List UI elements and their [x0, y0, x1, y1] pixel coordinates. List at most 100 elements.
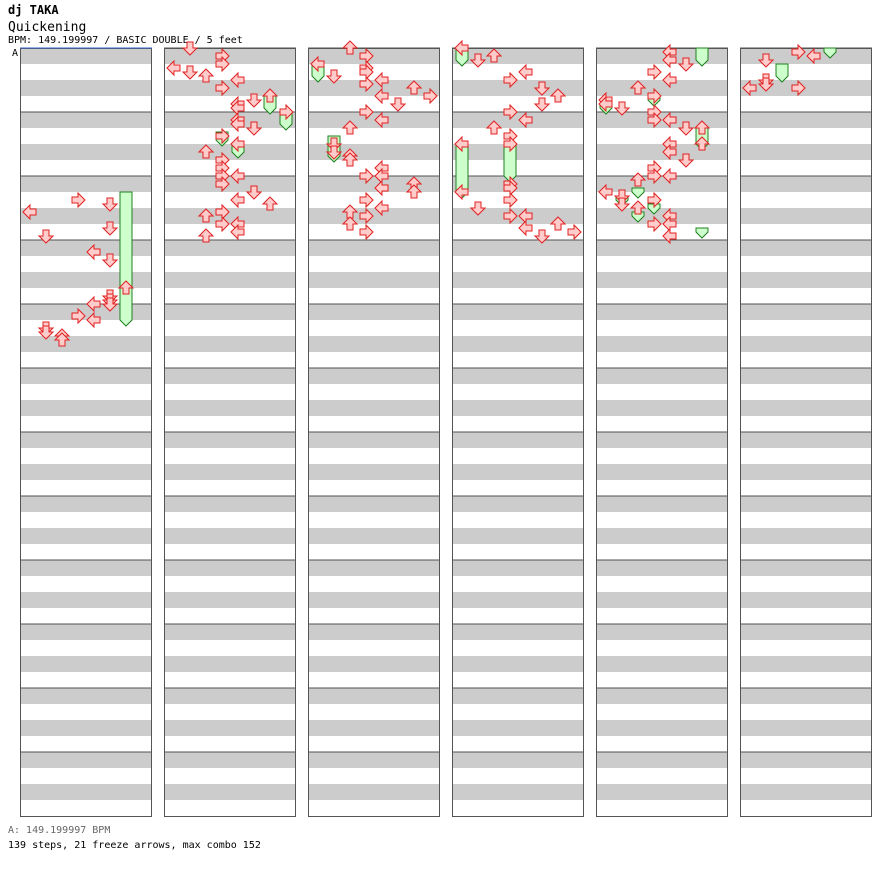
beat-stripe [308, 400, 440, 416]
step-arrow-left [230, 191, 245, 209]
beat-stripe [164, 592, 296, 608]
step-arrow-right [423, 87, 438, 105]
artist-name: dj TAKA [8, 3, 59, 17]
beat-stripe [308, 496, 440, 512]
beat-stripe [740, 784, 872, 800]
bpm-legend: A: 149.199997 BPM [8, 825, 111, 836]
beat-stripe [452, 240, 584, 256]
beat-stripe [308, 464, 440, 480]
beat-stripe [740, 528, 872, 544]
step-arrow-up [693, 136, 711, 151]
step-arrow-right [503, 191, 518, 209]
freeze-arrow [695, 47, 709, 67]
step-arrow-down [389, 97, 407, 112]
beat-stripe [164, 688, 296, 704]
beat-stripe [20, 496, 152, 512]
step-arrow-down [533, 81, 551, 96]
beat-stripe [20, 656, 152, 672]
step-arrow-up [629, 172, 647, 187]
step-arrow-left [230, 115, 245, 133]
step-arrow-up [405, 184, 423, 199]
step-arrow-down [469, 201, 487, 216]
beat-stripe [20, 624, 152, 640]
beat-stripe [740, 144, 872, 160]
beat-stripe [596, 304, 728, 320]
freeze-arrow [119, 191, 133, 327]
beat-stripe [596, 784, 728, 800]
beat-stripe [452, 272, 584, 288]
beat-stripe [20, 432, 152, 448]
beat-stripe [20, 464, 152, 480]
step-arrow-left [662, 111, 677, 129]
beat-stripe [308, 112, 440, 128]
beat-stripe [20, 368, 152, 384]
beat-stripe [596, 528, 728, 544]
beat-stripe [740, 112, 872, 128]
step-arrow-up [197, 144, 215, 159]
chart-column-frame [308, 48, 440, 817]
beat-stripe [740, 80, 872, 96]
beat-stripe [164, 208, 296, 224]
beat-stripe [452, 368, 584, 384]
beat-stripe [308, 624, 440, 640]
beat-stripe [308, 80, 440, 96]
beat-stripe [596, 432, 728, 448]
beat-stripe [596, 240, 728, 256]
step-arrow-right [215, 55, 230, 73]
beat-stripe [308, 176, 440, 192]
beat-stripe [740, 656, 872, 672]
beat-stripe [596, 176, 728, 192]
step-arrow-up [197, 208, 215, 223]
chart-column-frame [596, 48, 728, 817]
chart-column-frame [740, 48, 872, 817]
beat-stripe [20, 272, 152, 288]
beat-stripe [596, 592, 728, 608]
beat-stripe [20, 176, 152, 192]
step-arrow-up [341, 216, 359, 231]
beat-stripe [596, 112, 728, 128]
step-arrow-up [197, 228, 215, 243]
step-arrow-down [37, 229, 55, 244]
step-arrow-right [359, 223, 374, 241]
beat-stripe [740, 464, 872, 480]
beat-stripe [740, 592, 872, 608]
step-arrow-right [503, 71, 518, 89]
beat-stripe [452, 80, 584, 96]
step-arrow-down [677, 121, 695, 136]
step-arrow-down [37, 325, 55, 340]
step-arrow-down [101, 221, 119, 236]
step-arrow-right [215, 175, 230, 193]
beat-stripe [596, 400, 728, 416]
beat-stripe [164, 336, 296, 352]
step-arrow-right [503, 207, 518, 225]
step-arrow-right [791, 79, 806, 97]
beat-stripe [740, 560, 872, 576]
beat-stripe [740, 720, 872, 736]
step-arrow-down [469, 53, 487, 68]
beat-stripe [452, 400, 584, 416]
step-arrow-left [374, 111, 389, 129]
step-arrow-left [454, 183, 469, 201]
beat-stripe [20, 208, 152, 224]
step-stats: 139 steps, 21 freeze arrows, max combo 1… [8, 840, 261, 851]
step-arrow-up [629, 80, 647, 95]
step-arrow-down [677, 57, 695, 72]
step-arrow-left [662, 71, 677, 89]
step-arrow-left [454, 135, 469, 153]
step-arrow-right [359, 103, 374, 121]
beat-stripe [596, 464, 728, 480]
beat-stripe [308, 336, 440, 352]
step-arrow-right [359, 167, 374, 185]
beat-stripe [20, 112, 152, 128]
beat-stripe [452, 624, 584, 640]
beat-stripe [596, 144, 728, 160]
step-arrow-down [677, 153, 695, 168]
step-arrow-down [245, 185, 263, 200]
beat-stripe [308, 592, 440, 608]
beat-stripe [164, 464, 296, 480]
beat-stripe [164, 400, 296, 416]
beat-stripe [308, 240, 440, 256]
beat-stripe [308, 560, 440, 576]
beat-stripe [20, 560, 152, 576]
beat-stripe [20, 592, 152, 608]
